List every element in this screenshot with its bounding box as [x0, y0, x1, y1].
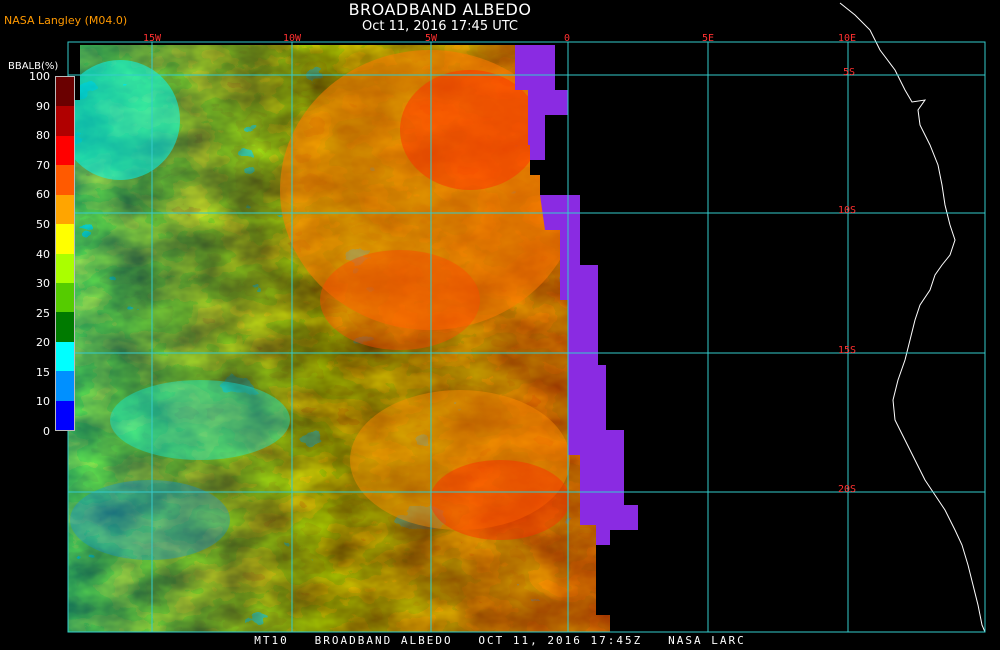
colorbar-tick-label: 25 [36, 306, 50, 320]
colorbar-segment [56, 253, 74, 283]
colorbar-tick-label: 60 [36, 188, 50, 202]
colorbar-segment [56, 165, 74, 195]
page-subtitle: Oct 11, 2016 17:45 UTC [362, 19, 518, 34]
colorbar-tick-label: 50 [36, 217, 50, 231]
colorbar-segment [56, 194, 74, 225]
colorbar-tick-label: 40 [36, 247, 50, 261]
colorbar-tick-label: 15 [36, 365, 50, 379]
colorbar-segment [56, 341, 74, 372]
lon-label-15w: 15W [143, 33, 162, 44]
no-data-strip [540, 195, 638, 545]
graticule [68, 42, 985, 632]
albedo-field [68, 45, 638, 632]
producer-label: NASA Langley (M04.0) [4, 14, 128, 27]
colorbar [55, 76, 75, 431]
colorbar-tick-label: 20 [36, 336, 50, 350]
lon-label-10e: 10E [838, 33, 857, 44]
lon-label-10w: 10W [283, 33, 302, 44]
lon-label-5w: 5W [425, 33, 438, 44]
no-data-strip [515, 45, 568, 160]
lon-label-5e: 5E [702, 33, 715, 44]
colorbar-segment [56, 224, 74, 254]
lat-label-20s: 20S [838, 484, 857, 495]
colorbar-segment [56, 371, 74, 401]
colorbar-segment [56, 400, 74, 431]
colorbar-segment [56, 282, 74, 313]
lat-label-10s: 10S [838, 205, 857, 216]
colorbar-tick-label: 90 [36, 99, 50, 113]
colorbar-tick-label: 0 [43, 425, 50, 438]
coastline [839, 2, 986, 633]
colorbar-label: BBALB(%) [8, 61, 59, 72]
colorbar-tick-label: 70 [36, 158, 50, 172]
colorbar-tick-label: 80 [36, 129, 50, 143]
footer-caption: MT10 BROADBAND ALBEDO OCT 11, 2016 17:45… [254, 634, 746, 647]
colorbar-segment [56, 312, 74, 342]
colorbar-segment [56, 77, 74, 107]
colorbar-segment [56, 106, 74, 136]
colorbar-tick-label: 100 [29, 70, 50, 83]
lat-label-5s: 5S [843, 67, 856, 78]
lat-label-15s: 15S [838, 345, 857, 356]
lon-label-0: 0 [564, 33, 571, 44]
colorbar-segment [56, 135, 74, 166]
colorbar-tick-label: 10 [36, 395, 50, 409]
page-title: BROADBAND ALBEDO [348, 0, 532, 19]
colorbar-tick-label: 30 [36, 277, 50, 291]
